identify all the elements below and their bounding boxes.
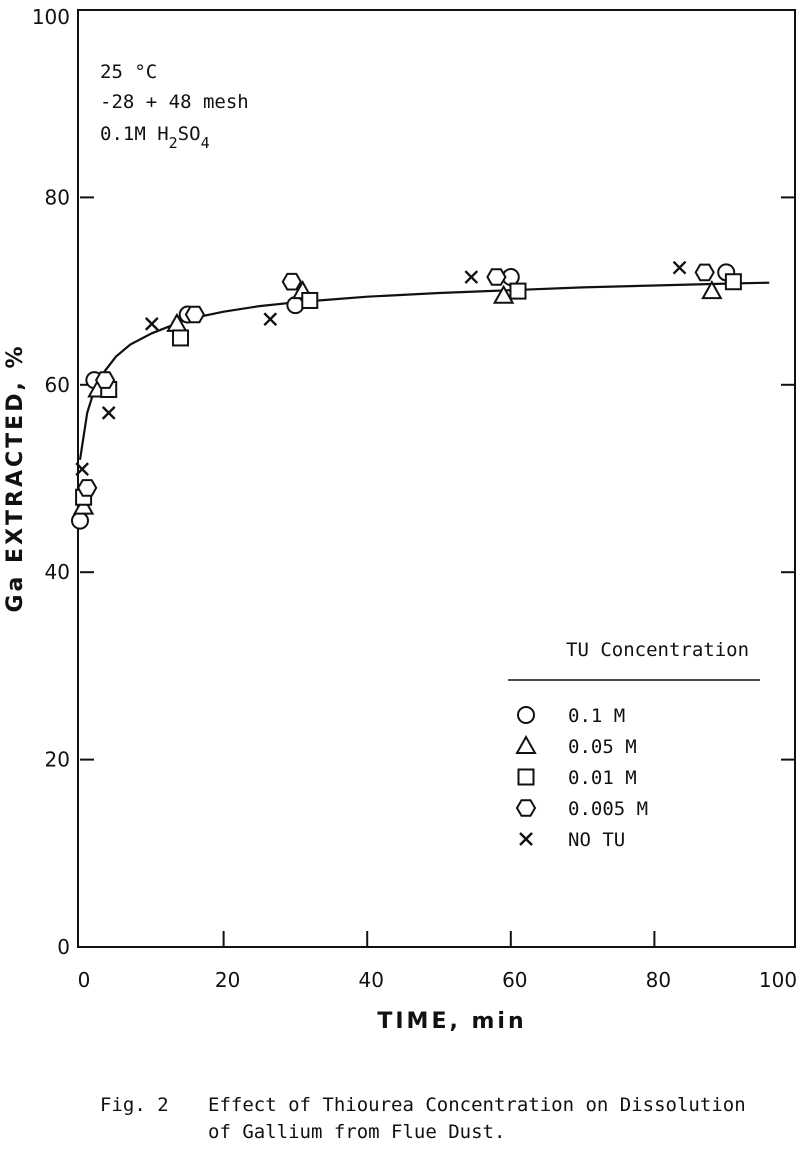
condition-acid: 0.1M H2SO4 bbox=[100, 123, 210, 152]
caption-line-1: Effect of Thiourea Concentration on Diss… bbox=[208, 1094, 746, 1116]
legend-label-3: 0.005 M bbox=[568, 798, 648, 820]
legend-marker-hexagon bbox=[515, 799, 537, 817]
data-point-hexagon-1 bbox=[94, 371, 116, 389]
legend-label-0: 0.1 M bbox=[568, 705, 625, 727]
x-tick-label-80: 80 bbox=[646, 968, 671, 992]
data-point-hexagon-5 bbox=[694, 263, 715, 282]
data-points bbox=[71, 260, 742, 530]
legend-title: TU Concentration bbox=[566, 639, 749, 661]
y-tick-label-80: 80 bbox=[45, 185, 70, 209]
x-tick-label-60: 60 bbox=[502, 968, 527, 992]
y-axis-title: Ga EXTRACTED, % bbox=[3, 343, 28, 612]
legend-marker-square bbox=[517, 768, 535, 786]
y-tick-label-40: 40 bbox=[45, 560, 70, 584]
data-point-triangle-5 bbox=[701, 280, 723, 300]
data-point-hexagon-3 bbox=[281, 272, 302, 291]
x-tick-label-0: 0 bbox=[78, 968, 91, 992]
data-point-cross-4 bbox=[464, 270, 479, 284]
data-point-square-4 bbox=[509, 282, 527, 300]
legend-marker-triangle bbox=[515, 734, 537, 754]
legend-label-1: 0.05 M bbox=[568, 736, 637, 758]
data-point-hexagon-0 bbox=[77, 479, 98, 497]
tick-labels: 0 20 40 60 80 100 0 20 40 60 80 100 bbox=[32, 5, 797, 992]
data-point-cross-3 bbox=[263, 312, 278, 327]
x-tick-label-40: 40 bbox=[358, 968, 383, 992]
data-point-circle-0 bbox=[71, 511, 89, 530]
chart: 0 20 40 60 80 100 0 20 40 60 80 100 TIME, min Ga EX… bbox=[3, 5, 797, 1034]
data-point-hexagon-2 bbox=[184, 305, 206, 324]
legend: TU Concentration 0.1 M 0.05 M 0.01 M 0.005 … bbox=[508, 639, 760, 851]
legend-label-4: NO TU bbox=[568, 829, 625, 851]
figure-caption: Fig. 2 Effect of Thiourea Concentration o… bbox=[100, 1092, 790, 1146]
condition-mesh: -28 + 48 mesh bbox=[100, 91, 249, 113]
x-tick-label-100: 100 bbox=[759, 968, 797, 992]
figure-number: Fig. 2 bbox=[100, 1094, 169, 1116]
y-tick-label-100: 100 bbox=[32, 5, 70, 29]
legend-label-2: 0.01 M bbox=[568, 767, 637, 789]
caption-line-2: of Gallium from Flue Dust. bbox=[208, 1121, 506, 1143]
data-point-square-3 bbox=[301, 291, 319, 309]
legend-marker-cross bbox=[519, 832, 533, 846]
data-point-cross-1 bbox=[101, 406, 116, 420]
data-point-cross-5 bbox=[672, 260, 687, 275]
x-tick-label-20: 20 bbox=[215, 968, 240, 992]
data-point-square-5 bbox=[724, 273, 742, 291]
x-axis-title: TIME, min bbox=[377, 1009, 526, 1034]
data-point-cross-0 bbox=[75, 462, 90, 476]
y-tick-label-20: 20 bbox=[45, 748, 70, 772]
data-point-hexagon-4 bbox=[486, 268, 507, 286]
legend-marker-circle bbox=[517, 706, 535, 724]
y-tick-label-60: 60 bbox=[45, 373, 70, 397]
data-point-triangle-4 bbox=[492, 284, 515, 304]
plot-frame bbox=[77, 9, 796, 948]
data-point-cross-2 bbox=[144, 317, 159, 331]
y-tick-label-0: 0 bbox=[57, 935, 70, 959]
data-point-square-2 bbox=[172, 329, 190, 347]
experimental-conditions: 25 °C -28 + 48 mesh 0.1M H2SO4 bbox=[100, 61, 249, 152]
condition-temperature: 25 °C bbox=[100, 61, 157, 83]
data-point-circle-3 bbox=[286, 296, 305, 315]
